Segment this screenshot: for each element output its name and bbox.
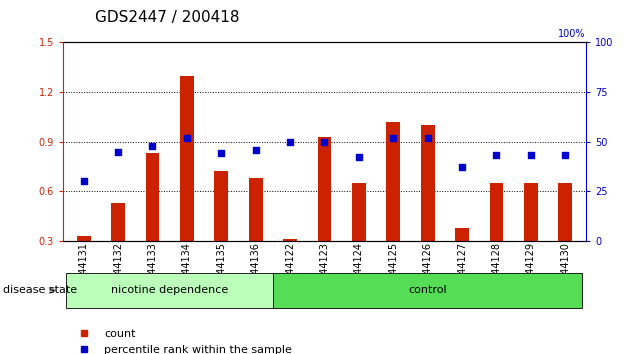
Bar [249, 178, 263, 290]
Bar [214, 171, 228, 290]
Bar [524, 183, 538, 290]
Bar [146, 153, 159, 290]
Text: control: control [408, 285, 447, 295]
Bar [386, 122, 400, 290]
Point [113, 149, 123, 154]
Point [354, 155, 364, 160]
Bar [352, 183, 366, 290]
Legend: count, percentile rank within the sample: count, percentile rank within the sample [69, 325, 297, 354]
Bar [558, 183, 572, 290]
Text: nicotine dependence: nicotine dependence [111, 285, 228, 295]
Point [319, 139, 329, 144]
Text: 100%: 100% [558, 29, 586, 39]
Point [526, 153, 536, 158]
Bar [180, 75, 193, 290]
Point [182, 135, 192, 141]
Point [491, 153, 501, 158]
Bar [421, 125, 435, 290]
Point [251, 147, 261, 152]
Point [285, 139, 295, 144]
Point [147, 143, 158, 148]
Bar [77, 236, 91, 290]
Bar [490, 183, 503, 290]
Text: disease state: disease state [3, 285, 77, 295]
Bar [318, 137, 331, 290]
Bar [283, 239, 297, 290]
Point [457, 165, 467, 170]
Bar [273, 273, 583, 308]
Bar [66, 273, 273, 308]
Point [560, 153, 570, 158]
Point [216, 151, 226, 156]
Bar [111, 203, 125, 290]
Text: GDS2447 / 200418: GDS2447 / 200418 [94, 10, 239, 25]
Point [388, 135, 398, 141]
Point [423, 135, 433, 141]
Bar [455, 228, 469, 290]
Point [79, 178, 89, 184]
